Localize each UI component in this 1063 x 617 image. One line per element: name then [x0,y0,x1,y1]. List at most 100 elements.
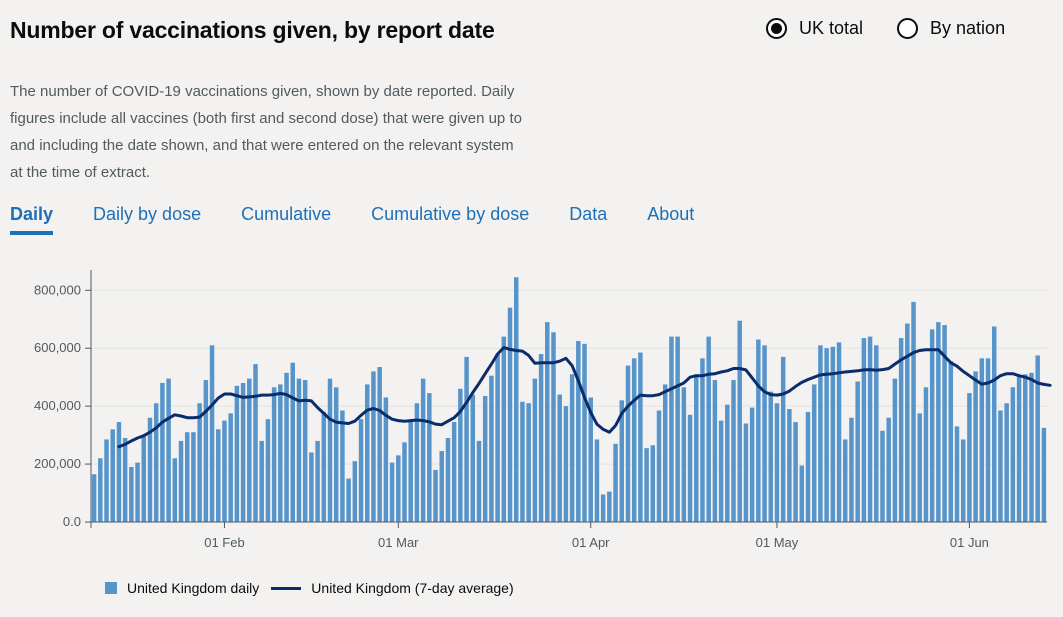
bar [482,396,488,522]
bar [1035,355,1040,522]
bar [942,325,947,522]
bar [396,455,401,522]
bar [625,365,631,522]
chart-legend: United Kingdom daily United Kingdom (7-d… [105,580,514,596]
bar [172,458,178,522]
page-title: Number of vaccinations given, by report … [10,17,495,43]
bar [135,462,140,522]
bar [780,356,786,522]
bar [911,301,916,522]
bar [594,439,600,522]
bar [656,410,662,522]
bar [694,374,699,522]
bar [551,332,556,522]
bar [681,387,687,522]
bar [712,380,718,522]
legend-item-daily: United Kingdom daily [105,580,259,596]
bar [979,358,985,522]
bar [793,422,798,522]
bar [631,358,637,522]
bar [718,420,724,522]
bar [892,378,898,522]
bar [296,378,302,522]
bar [184,432,190,522]
legend-bar-swatch [105,582,117,594]
bar [166,378,171,522]
bar [967,393,972,522]
bar [936,322,941,522]
bar [1004,403,1009,522]
tab-cumulative-by-dose[interactable]: Cumulative by dose [371,204,530,224]
bar [607,491,612,522]
bar [998,410,1003,522]
bar [321,411,327,522]
bar [259,440,264,522]
radio-by-nation[interactable]: By nation [897,18,1005,39]
bar [91,474,97,522]
bar [160,382,165,522]
bar [309,452,314,522]
bar [377,367,382,522]
bar [662,384,668,522]
bar [532,378,538,522]
bar [545,322,550,522]
bar [389,462,395,522]
bar [197,403,202,522]
y-tick-label: 400,000 [34,398,81,413]
bar [445,438,451,522]
bar [563,406,569,522]
bar [737,320,742,522]
radio-by-nation-label: By nation [930,18,1006,38]
x-tick-label: 01 Apr [572,535,610,550]
tab-cumulative[interactable]: Cumulative [241,204,332,224]
bar [365,384,370,522]
bar [340,410,345,522]
radio-uk-total-label: UK total [799,18,864,38]
nation-radio-group: UK total By nation [766,18,1005,39]
bar [228,413,233,522]
bar [1016,375,1022,522]
bar [613,443,618,522]
bar [725,404,730,522]
bar [191,432,196,522]
bar [1041,427,1047,522]
bar [923,387,929,522]
tab-daily-by-dose[interactable]: Daily by dose [93,204,202,224]
bar [153,403,159,522]
bar [855,381,860,522]
bar [265,419,271,522]
tab-data[interactable]: Data [569,204,608,224]
x-tick-label: 01 Mar [378,535,419,550]
bar [985,358,991,522]
bar [569,374,575,522]
bar [352,461,358,522]
bar [402,442,407,522]
bar [905,323,910,522]
bar [644,448,649,522]
bar [439,451,444,522]
bar [209,345,215,522]
radio-uk-total[interactable]: UK total [766,18,863,39]
bar [247,378,252,522]
bar [700,358,705,522]
x-tick-label: 01 Feb [204,535,244,550]
bar [408,420,413,522]
bar [687,414,693,522]
bar [147,417,153,522]
bar [333,387,339,522]
tab-about[interactable]: About [647,204,695,224]
bar [414,403,420,522]
tab-daily[interactable]: Daily [10,204,54,235]
bar [1023,374,1028,522]
bar [346,478,351,522]
y-tick-label: 600,000 [34,340,81,355]
bar [706,336,711,522]
bar [818,345,823,522]
bar [234,385,240,522]
bar [991,326,997,522]
bar [433,469,438,522]
bar [513,277,519,522]
bar [600,494,606,522]
bar [756,339,761,522]
bar [824,348,829,522]
